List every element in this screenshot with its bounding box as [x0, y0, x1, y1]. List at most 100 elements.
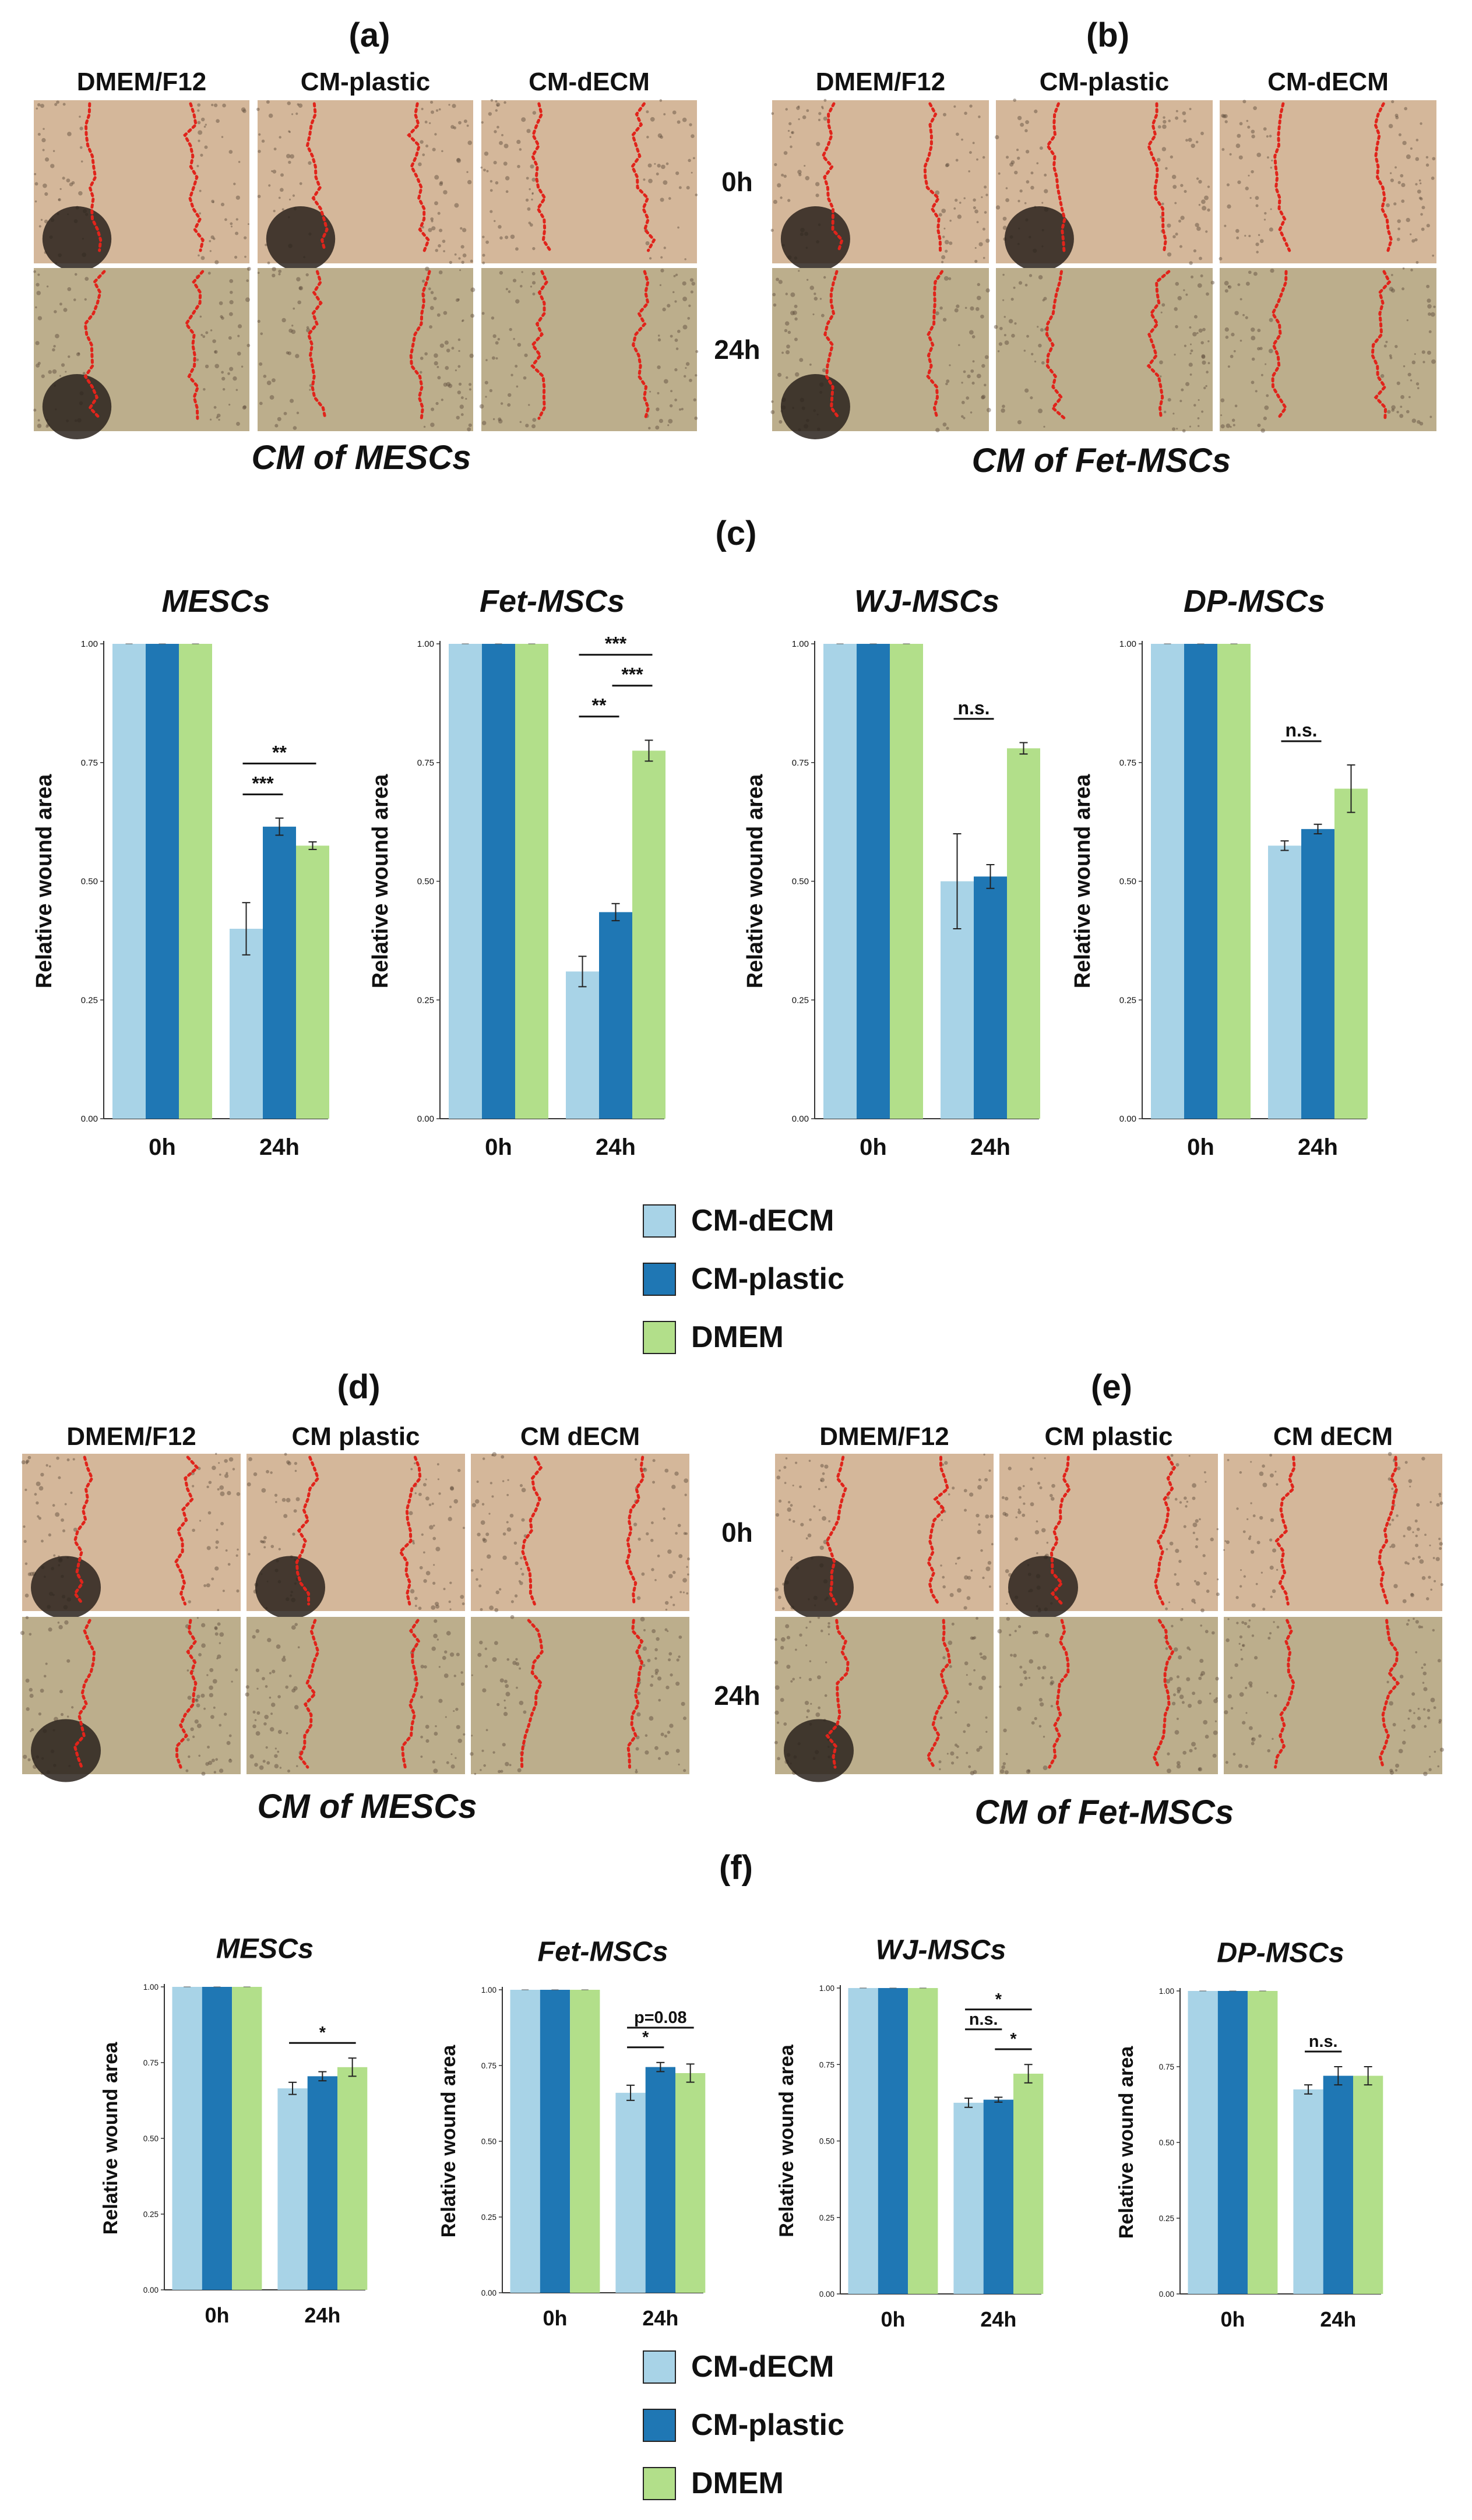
cell-dot [1026, 180, 1030, 184]
cell-dot [1406, 154, 1411, 159]
cell-dot [216, 413, 221, 418]
cell-dot [225, 1549, 228, 1552]
cell-dot [827, 1633, 830, 1636]
cell-dot [1168, 1601, 1170, 1603]
cell-dot [1417, 189, 1421, 194]
cell-dot [671, 1485, 676, 1489]
cell-dot [433, 1564, 435, 1566]
cell-dot [982, 1576, 985, 1580]
cell-dot [274, 1747, 277, 1750]
cell-dot [809, 1518, 812, 1521]
cell-dot [1252, 1737, 1254, 1740]
cell-dot [79, 146, 83, 149]
cell-dot [48, 370, 52, 374]
cell-dot [287, 351, 292, 355]
cell-dot [496, 125, 499, 129]
cell-dot [61, 363, 65, 367]
cell-dot [414, 1605, 417, 1608]
cell-dot [825, 1661, 827, 1663]
cell-dot [822, 107, 824, 110]
cell-dot [1388, 124, 1393, 129]
cell-dot [433, 1633, 438, 1638]
cell-dot [1005, 187, 1008, 189]
chart-title: WJ-MSCs [875, 1934, 1006, 1966]
cell-dot [67, 132, 72, 136]
cell-dot [1036, 162, 1039, 165]
cell-dot [1438, 1493, 1442, 1496]
cell-dot [1010, 1654, 1013, 1657]
cell-dot [1207, 362, 1210, 365]
cell-dot [498, 419, 503, 424]
cell-dot [507, 1479, 509, 1481]
cell-dot [636, 1712, 641, 1717]
cell-dot [515, 1662, 520, 1666]
cell-dot [1389, 1701, 1393, 1706]
cell-dot [228, 336, 232, 340]
cell-dot [20, 1631, 25, 1636]
cell-dot [1418, 1625, 1422, 1629]
cell-dot [1198, 203, 1201, 206]
cell-dot [1245, 316, 1248, 319]
cell-dot [235, 389, 238, 392]
bar-dmem-24h [296, 845, 329, 1119]
cell-dot [529, 223, 533, 227]
panel-caption: CM of Fet-MSCs [972, 442, 1231, 480]
micrograph-image [257, 266, 476, 432]
cell-dot [205, 1762, 209, 1766]
bar-cm-decm-0h [1188, 1991, 1218, 2294]
cell-dot [450, 1764, 455, 1769]
cell-dot [1025, 150, 1030, 154]
cell-dot [1172, 235, 1176, 239]
cell-dot [1248, 1537, 1251, 1541]
y-tick-label: 0.50 [481, 2137, 496, 2146]
cell-dot [785, 108, 788, 111]
cell-dot [824, 1694, 827, 1697]
bar-cm-decm-0h [848, 1988, 878, 2294]
cell-dot [791, 131, 794, 134]
x-tick-label: 24h [596, 1134, 636, 1160]
bar-cm-decm-24h [1268, 845, 1301, 1119]
cell-dot [945, 249, 948, 253]
cell-dot [247, 223, 249, 225]
cell-dot [216, 1528, 219, 1531]
cell-dot [1196, 226, 1201, 231]
cell-dot [531, 192, 534, 195]
cell-dot [1241, 1621, 1245, 1624]
cell-dot [695, 374, 698, 377]
cell-dot [531, 281, 536, 285]
cell-dot [942, 1576, 945, 1579]
cell-dot [1195, 1545, 1198, 1549]
cell-dot [1430, 1697, 1435, 1703]
cell-dot [274, 1764, 279, 1768]
cell-dot [822, 1472, 825, 1475]
cell-dot [484, 151, 489, 156]
cell-dot [272, 170, 277, 174]
cell-dot [806, 1716, 808, 1718]
cell-dot [1255, 242, 1259, 246]
cell-dot [796, 106, 800, 110]
cell-dot [1198, 1768, 1201, 1771]
cell-dot [1276, 1483, 1279, 1486]
cell-dot [949, 364, 951, 366]
cell-dot [278, 1548, 281, 1550]
cell-dot [243, 405, 247, 409]
cell-dot [435, 109, 439, 112]
cell-dot [480, 1520, 485, 1525]
cell-dot [772, 292, 776, 297]
cell-dot [773, 303, 777, 307]
cell-dot [798, 270, 800, 272]
cell-dot [422, 153, 425, 157]
cell-dot [495, 1590, 499, 1595]
cell-dot [1251, 327, 1255, 332]
cell-dot [1015, 1516, 1017, 1518]
wound-edge-right [1147, 102, 1167, 252]
cell-dot [510, 1615, 515, 1619]
cell-dot [985, 288, 990, 293]
cell-dot [45, 1662, 48, 1665]
cell-dot [958, 344, 960, 347]
cell-dot [942, 1585, 946, 1589]
cell-dot [485, 359, 488, 361]
cell-dot [237, 324, 242, 329]
cell-dot [458, 382, 462, 386]
cell-dot [226, 1740, 231, 1745]
